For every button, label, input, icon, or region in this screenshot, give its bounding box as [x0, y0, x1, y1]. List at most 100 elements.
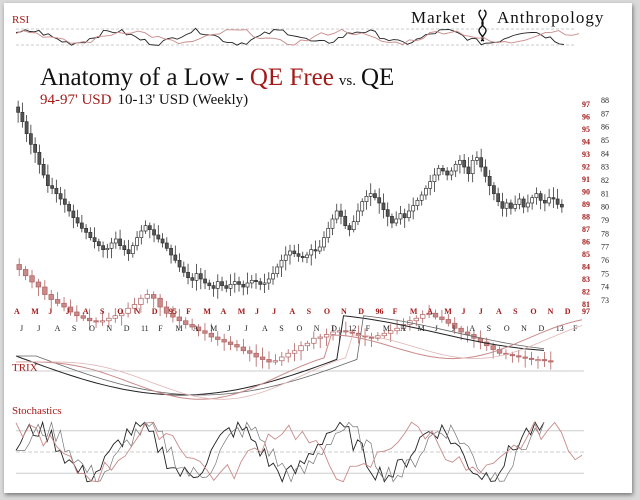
black-series-candle — [483, 166, 488, 177]
x-tick-red: A — [427, 307, 433, 316]
x-tick-black: J — [37, 324, 40, 333]
black-series-candle — [334, 210, 339, 220]
trix-black-signal — [16, 315, 545, 396]
red-series-candle — [119, 312, 125, 317]
red-series-candle — [522, 356, 528, 359]
black-series-candle — [559, 203, 564, 208]
red-series-candle — [541, 359, 548, 362]
black-series-candle — [96, 241, 101, 247]
y-tick-black: 84 — [601, 149, 609, 158]
x-tick-red: A — [289, 307, 295, 316]
red-series-candle — [279, 356, 285, 362]
x-tick-black: S — [72, 324, 76, 333]
y-tick-red: 88 — [582, 213, 590, 222]
black-series-candle — [487, 175, 492, 187]
black-series-candle — [41, 163, 46, 176]
price-panel — [16, 100, 564, 370]
black-series-candle — [237, 281, 241, 285]
red-series-candle — [528, 357, 535, 360]
x-tick-red: M — [31, 307, 39, 316]
brand-left: Market — [411, 8, 466, 27]
black-series-candle — [126, 249, 131, 255]
black-series-candle — [50, 185, 54, 189]
black-series-candle — [28, 133, 33, 145]
black-series-candle — [190, 277, 195, 281]
x-tick-black: S — [487, 324, 491, 333]
red-series-candle — [253, 352, 259, 358]
y-tick-black: 77 — [601, 243, 609, 252]
red-series-candle — [131, 304, 138, 309]
y-tick-black: 86 — [601, 123, 609, 132]
x-tick-red: J — [272, 307, 276, 316]
black-series-candle — [330, 218, 335, 229]
black-series-candle — [547, 197, 552, 204]
y-tick-black: 82 — [601, 176, 609, 185]
trix-panel — [15, 315, 584, 400]
black-series-candle — [118, 238, 122, 247]
black-series-candle — [288, 250, 292, 256]
black-series-candle — [326, 227, 331, 239]
black-series-candle — [424, 187, 428, 196]
black-series-candle — [517, 198, 522, 205]
red-series-candle — [548, 360, 554, 363]
black-series-candle — [458, 159, 462, 165]
trix-red-signal — [16, 325, 583, 400]
black-series-candle — [215, 281, 220, 289]
y-tick-black: 78 — [601, 229, 609, 238]
x-tick-red: O — [530, 307, 536, 316]
x-tick-red: N — [134, 307, 140, 316]
x-tick-red: S — [100, 307, 105, 316]
rsi-red-line — [15, 28, 580, 46]
x-tick-black: M — [383, 324, 390, 333]
black-series-candle — [109, 242, 114, 249]
black-series-candle — [143, 225, 148, 232]
red-series-candle — [74, 311, 80, 317]
x-tick-black: F — [158, 324, 163, 333]
red-series-candle — [291, 350, 298, 354]
red-series-candle — [221, 339, 227, 343]
x-tick-black: J — [20, 324, 23, 333]
red-series-candle — [259, 356, 266, 360]
x-tick-red: S — [513, 307, 518, 316]
red-series-candle — [54, 299, 61, 304]
x-tick-black: M — [210, 324, 217, 333]
x-tick-red: J — [462, 307, 466, 316]
black-series-candle — [88, 231, 93, 239]
x-tick-red: N — [341, 307, 347, 316]
red-series-candle — [285, 352, 291, 358]
black-series-candle — [479, 157, 484, 168]
x-tick-red: A — [221, 307, 227, 316]
x-tick-black: N — [314, 324, 320, 333]
x-tick-black: 11 — [141, 324, 149, 333]
black-series-candle — [492, 185, 496, 195]
black-series-candle — [432, 174, 437, 183]
black-series-candle — [441, 167, 445, 172]
red-series-candle — [208, 332, 215, 338]
rsi-black-line — [15, 27, 565, 46]
black-series-candle — [339, 210, 343, 217]
red-series-candle — [445, 319, 451, 324]
black-series-candle — [24, 121, 29, 135]
black-series-candle — [258, 281, 263, 285]
red-series-candle — [138, 297, 144, 305]
red-series-candle — [413, 317, 419, 322]
x-tick-black: O — [89, 324, 95, 333]
x-tick-black: O — [504, 324, 510, 333]
black-series-candle — [530, 197, 535, 204]
black-series-candle — [407, 210, 411, 219]
black-series-candle — [415, 199, 420, 207]
red-series-candle — [247, 350, 253, 354]
black-series-candle — [398, 213, 403, 220]
x-tick-black: M — [176, 324, 183, 333]
black-series-candle — [275, 266, 280, 275]
red-series-candle — [202, 330, 208, 334]
red-series-candle — [183, 320, 189, 325]
black-series-candle — [292, 250, 297, 255]
black-series-candle — [198, 273, 203, 280]
black-series-candle — [475, 157, 479, 161]
brand-right: Anthropology — [497, 8, 604, 27]
red-series-candle — [61, 302, 67, 308]
black-series-candle — [220, 281, 224, 287]
y-tick-red: 90 — [582, 188, 590, 197]
black-series-candle — [381, 202, 386, 211]
